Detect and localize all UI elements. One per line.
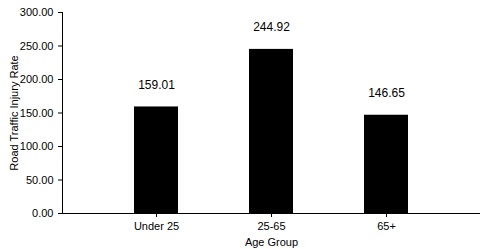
svg-text:Road Traffic Injury Rate: Road Traffic Injury Rate	[8, 55, 20, 170]
svg-text:300.00: 300.00	[20, 6, 54, 18]
svg-text:244.92: 244.92	[253, 20, 290, 34]
svg-text:25-65: 25-65	[257, 220, 285, 232]
svg-text:250.00: 250.00	[20, 40, 54, 52]
svg-text:146.65: 146.65	[368, 86, 405, 100]
svg-text:200.00: 200.00	[20, 73, 54, 85]
svg-text:0.00: 0.00	[32, 207, 53, 219]
svg-text:100.00: 100.00	[20, 140, 54, 152]
svg-text:159.01: 159.01	[138, 78, 175, 92]
svg-text:150.00: 150.00	[20, 107, 54, 119]
svg-text:65+: 65+	[377, 220, 396, 232]
svg-text:Age Group: Age Group	[245, 236, 298, 248]
svg-text:50.00: 50.00	[26, 174, 54, 186]
svg-text:Under 25: Under 25	[134, 220, 179, 232]
